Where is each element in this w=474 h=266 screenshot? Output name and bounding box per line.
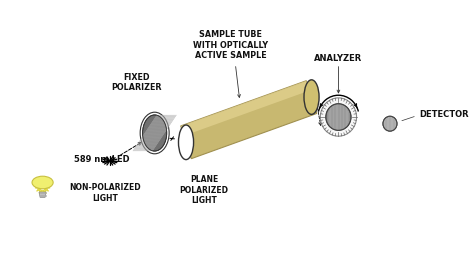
Text: 589 nm LED: 589 nm LED — [74, 155, 129, 164]
Ellipse shape — [326, 104, 351, 130]
Polygon shape — [181, 81, 317, 159]
Text: ANALYZER: ANALYZER — [314, 54, 363, 63]
Text: FIXED
POLARIZER: FIXED POLARIZER — [111, 73, 162, 92]
Ellipse shape — [320, 98, 356, 136]
Ellipse shape — [140, 112, 169, 154]
Ellipse shape — [383, 116, 397, 131]
Text: SAMPLE TUBE
WITH OPTICALLY
ACTIVE SAMPLE: SAMPLE TUBE WITH OPTICALLY ACTIVE SAMPLE — [193, 30, 268, 60]
Polygon shape — [39, 192, 46, 197]
Polygon shape — [181, 81, 310, 136]
Text: NON-POLARIZED
LIGHT: NON-POLARIZED LIGHT — [70, 183, 141, 202]
Ellipse shape — [304, 80, 319, 114]
Text: DETECTOR: DETECTOR — [419, 110, 469, 119]
Text: PLANE
POLARIZED
LIGHT: PLANE POLARIZED LIGHT — [180, 175, 228, 205]
Circle shape — [32, 176, 53, 189]
Ellipse shape — [179, 125, 193, 160]
Ellipse shape — [143, 115, 167, 151]
